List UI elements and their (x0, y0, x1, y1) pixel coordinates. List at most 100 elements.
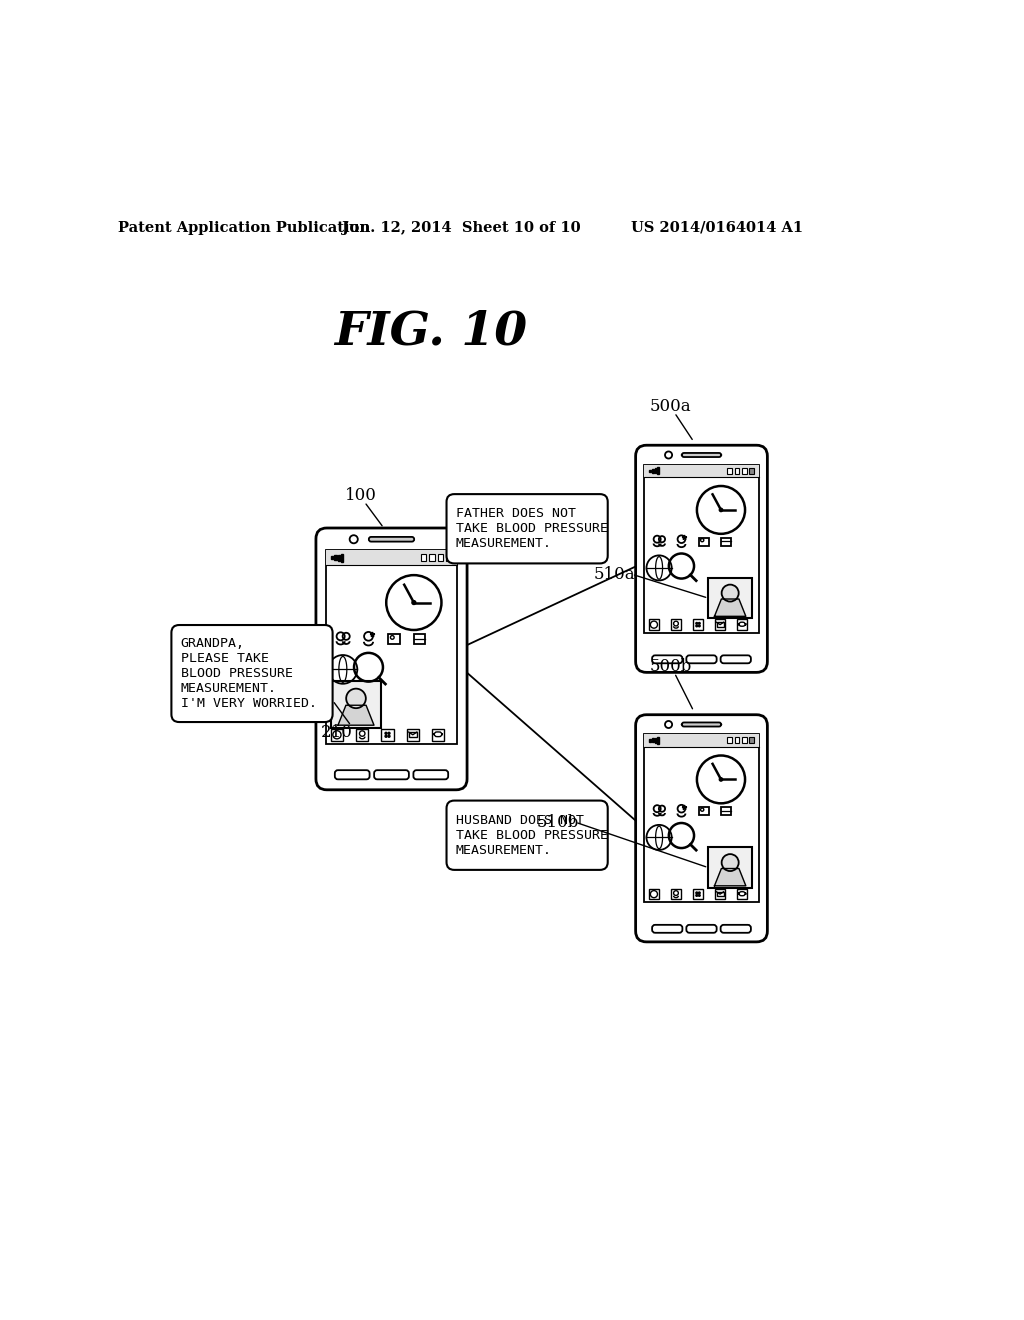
Text: 500b: 500b (649, 659, 691, 675)
Text: 510b: 510b (537, 813, 580, 830)
Bar (709, 578, 752, 618)
Circle shape (388, 733, 390, 734)
Bar (717, 622, 724, 627)
Text: US 2014/0164014 A1: US 2014/0164014 A1 (631, 220, 803, 235)
Bar (356, 729, 369, 741)
Circle shape (698, 892, 700, 894)
FancyBboxPatch shape (738, 892, 745, 896)
Circle shape (719, 777, 723, 781)
Circle shape (698, 623, 700, 624)
FancyBboxPatch shape (434, 733, 442, 737)
Circle shape (719, 508, 723, 512)
FancyBboxPatch shape (335, 770, 370, 779)
FancyBboxPatch shape (652, 655, 682, 663)
Bar (432, 729, 444, 741)
Bar (736, 619, 748, 630)
Text: HUSBAND DOES NOT
TAKE BLOOD PRESSURE
MEASUREMENT.: HUSBAND DOES NOT TAKE BLOOD PRESSURE MEA… (456, 813, 608, 857)
Bar (429, 554, 435, 561)
Bar (415, 635, 425, 644)
Bar (331, 681, 381, 727)
Bar (654, 469, 656, 474)
Bar (721, 807, 731, 816)
Bar (338, 554, 340, 561)
Bar (742, 737, 746, 743)
Bar (698, 537, 709, 545)
FancyBboxPatch shape (721, 925, 751, 933)
Bar (727, 737, 732, 743)
Bar (341, 553, 343, 561)
Text: FIG. 10: FIG. 10 (334, 309, 526, 355)
Text: 100: 100 (344, 487, 377, 504)
Bar (331, 556, 333, 558)
Polygon shape (715, 869, 745, 886)
Bar (438, 554, 443, 561)
Polygon shape (715, 599, 745, 616)
Bar (644, 465, 759, 632)
Bar (388, 635, 400, 644)
FancyBboxPatch shape (686, 655, 717, 663)
Bar (648, 619, 659, 630)
Bar (671, 619, 681, 630)
FancyBboxPatch shape (686, 925, 717, 933)
Bar (421, 554, 426, 561)
Circle shape (696, 892, 697, 894)
Circle shape (722, 585, 738, 602)
Text: Jun. 12, 2014  Sheet 10 of 10: Jun. 12, 2014 Sheet 10 of 10 (342, 220, 581, 235)
Bar (657, 467, 659, 474)
Bar (409, 733, 417, 738)
Bar (709, 847, 752, 888)
Bar (657, 737, 659, 743)
Bar (727, 467, 732, 474)
Bar (326, 550, 458, 744)
Circle shape (696, 895, 697, 896)
Bar (326, 550, 458, 565)
Bar (671, 888, 681, 899)
Circle shape (722, 854, 738, 871)
Circle shape (388, 735, 390, 738)
Bar (649, 739, 650, 742)
Circle shape (696, 623, 697, 624)
Bar (692, 888, 703, 899)
FancyBboxPatch shape (682, 453, 721, 457)
Bar (649, 470, 650, 473)
Bar (734, 467, 739, 474)
Bar (644, 734, 759, 747)
Circle shape (412, 601, 416, 605)
Bar (654, 738, 656, 743)
Circle shape (385, 733, 387, 734)
FancyBboxPatch shape (682, 722, 721, 726)
Bar (644, 465, 759, 477)
Bar (750, 737, 755, 743)
FancyBboxPatch shape (446, 494, 607, 564)
Bar (648, 888, 659, 899)
Text: Patent Application Publication: Patent Application Publication (118, 220, 371, 235)
Text: FATHER DOES NOT
TAKE BLOOD PRESSURE
MEASUREMENT.: FATHER DOES NOT TAKE BLOOD PRESSURE MEAS… (456, 507, 608, 550)
Text: GRANDPA,
PLEASE TAKE
BLOOD PRESSURE
MEASUREMENT.
I'M VERY WORRIED.: GRANDPA, PLEASE TAKE BLOOD PRESSURE MEAS… (180, 638, 316, 710)
FancyBboxPatch shape (369, 537, 414, 541)
FancyBboxPatch shape (636, 445, 767, 672)
Text: 210: 210 (322, 723, 353, 741)
Bar (644, 734, 759, 902)
Bar (692, 619, 703, 630)
FancyBboxPatch shape (446, 800, 607, 870)
Bar (651, 469, 653, 473)
FancyBboxPatch shape (652, 925, 682, 933)
Bar (734, 737, 739, 743)
Bar (717, 892, 724, 896)
Text: 510a: 510a (594, 566, 636, 582)
Circle shape (385, 735, 387, 738)
Polygon shape (338, 705, 374, 725)
Bar (446, 554, 452, 561)
Circle shape (346, 689, 366, 708)
Text: 500a: 500a (649, 397, 691, 414)
Bar (742, 467, 746, 474)
Bar (331, 729, 343, 741)
Circle shape (696, 626, 697, 627)
Bar (721, 537, 731, 546)
Bar (334, 556, 337, 560)
FancyBboxPatch shape (171, 626, 333, 722)
Circle shape (698, 626, 700, 627)
FancyBboxPatch shape (738, 622, 745, 626)
Bar (736, 888, 748, 899)
Bar (407, 729, 419, 741)
